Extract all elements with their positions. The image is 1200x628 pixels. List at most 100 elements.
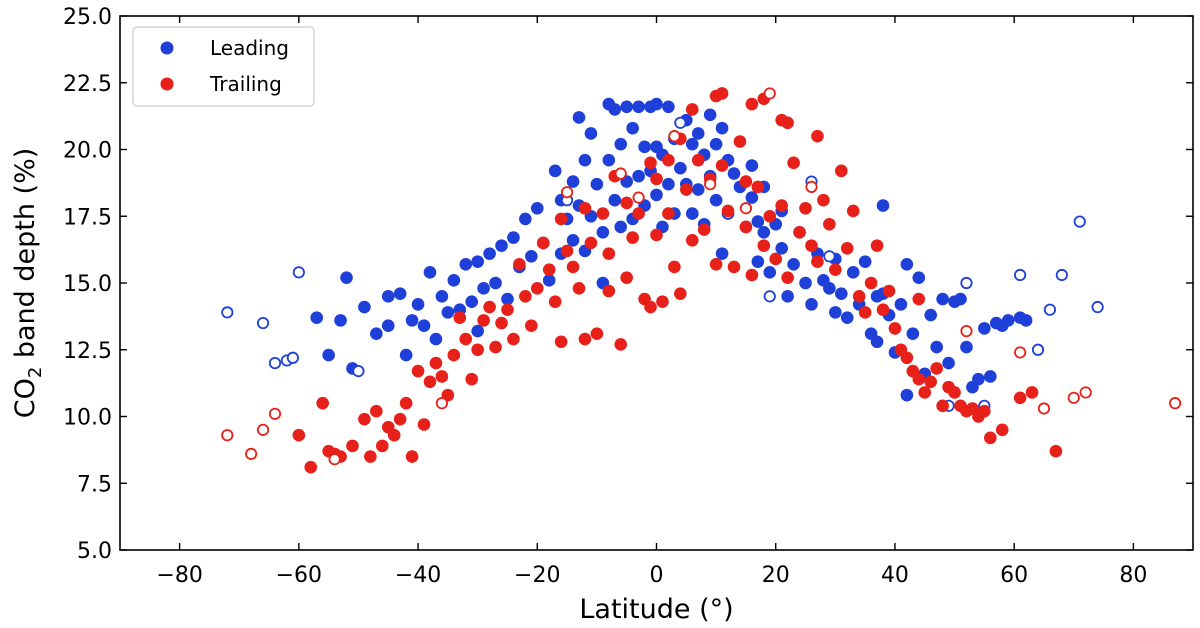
point-trailing-filled [829, 263, 842, 276]
point-trailing-filled [817, 193, 830, 207]
plot-points [221, 87, 1182, 474]
point-trailing-filled [542, 263, 556, 276]
point-trailing-filled [745, 97, 759, 111]
point-leading-filled [805, 298, 818, 311]
point-leading-filled [900, 388, 914, 402]
point-trailing-filled [566, 260, 580, 274]
point-trailing-open [805, 180, 818, 193]
point-leading-filled [519, 212, 532, 226]
y-tick-label: 7.5 [77, 472, 112, 497]
point-trailing-filled [978, 404, 991, 418]
point-trailing-filled [727, 260, 741, 274]
point-trailing-open [632, 191, 645, 204]
point-trailing-filled [650, 228, 663, 242]
point-trailing-filled [936, 399, 949, 413]
y-axis-label-rest: band depth (%) [10, 148, 41, 367]
point-trailing-filled [316, 396, 329, 410]
point-leading-filled [954, 292, 967, 306]
point-trailing-filled [870, 239, 884, 252]
point-trailing-open [1037, 402, 1051, 415]
point-leading-filled [751, 215, 765, 228]
point-trailing-filled [1013, 391, 1027, 405]
point-trailing-filled [823, 217, 836, 231]
point-trailing-filled [304, 460, 318, 474]
point-trailing-filled [572, 282, 586, 295]
point-leading-filled [763, 266, 777, 279]
point-trailing-filled [858, 306, 872, 319]
point-leading-filled [715, 121, 729, 135]
point-leading-filled [834, 287, 848, 300]
point-leading-open [1031, 343, 1045, 356]
legend-marker-leading [160, 41, 174, 55]
point-leading-filled [501, 292, 514, 306]
point-trailing-filled [370, 404, 383, 418]
point-leading-filled [459, 258, 473, 271]
point-leading-filled [340, 271, 353, 284]
point-trailing-filled [513, 258, 526, 271]
point-trailing-filled [781, 271, 794, 284]
point-leading-filled [638, 140, 651, 154]
point-trailing-filled [912, 372, 926, 386]
point-leading-filled [823, 282, 836, 295]
point-trailing-filled [709, 258, 723, 271]
point-trailing-filled [530, 282, 544, 295]
legend-marker-trailing [160, 77, 174, 91]
y-axis-label-subscript: 2 [25, 367, 46, 378]
point-leading-filled [876, 199, 890, 212]
point-leading-filled [584, 127, 598, 140]
point-trailing-open [245, 447, 258, 460]
point-trailing-filled [805, 239, 818, 252]
point-trailing-filled [924, 375, 938, 389]
point-trailing-filled [292, 428, 306, 442]
point-leading-filled [685, 137, 699, 151]
point-leading-filled [751, 255, 765, 268]
point-leading-filled [960, 340, 973, 354]
point-trailing-filled [620, 196, 633, 210]
point-trailing-filled [578, 332, 592, 346]
point-leading-open [1091, 300, 1104, 314]
x-tick-label: 20 [762, 563, 790, 588]
point-leading-filled [566, 233, 580, 247]
point-trailing-filled [918, 386, 932, 399]
point-trailing-filled [507, 332, 520, 346]
point-leading-filled [757, 225, 771, 239]
point-leading-filled [471, 255, 484, 268]
y-tick-label: 10.0 [63, 406, 112, 431]
point-trailing-filled [393, 412, 407, 426]
point-trailing-filled [346, 439, 359, 453]
point-leading-open [763, 290, 776, 303]
point-leading-filled [924, 308, 938, 322]
point-leading-filled [858, 255, 872, 268]
point-leading-open [1014, 268, 1027, 282]
x-tick-label: 80 [1119, 563, 1147, 588]
x-tick-label: −80 [156, 563, 202, 588]
point-leading-filled [715, 247, 729, 260]
point-leading-filled [596, 225, 610, 239]
point-leading-filled [978, 322, 991, 335]
point-trailing-open [614, 167, 627, 180]
point-leading-filled [900, 258, 914, 271]
point-trailing-filled [763, 209, 777, 223]
y-tick-label: 15.0 [63, 272, 112, 297]
point-trailing-filled [781, 116, 794, 130]
point-leading-filled [775, 241, 788, 255]
point-trailing-filled [477, 314, 490, 327]
point-trailing-filled [900, 351, 914, 365]
point-trailing-filled [548, 295, 562, 308]
point-trailing-filled [721, 204, 735, 218]
point-leading-filled [477, 282, 490, 295]
point-trailing-filled [405, 450, 419, 463]
y-tick-label: 22.5 [63, 72, 112, 97]
point-trailing-filled [715, 87, 729, 100]
point-trailing-filled [644, 156, 657, 170]
point-leading-open [1055, 268, 1068, 282]
point-trailing-open [668, 130, 681, 143]
point-trailing-filled [685, 233, 699, 247]
point-trailing-filled [495, 316, 508, 330]
point-leading-filled [650, 188, 663, 202]
point-trailing-filled [787, 156, 800, 170]
point-trailing-filled [864, 276, 878, 290]
point-trailing-filled [751, 180, 765, 194]
point-leading-filled [632, 169, 645, 183]
point-leading-filled [614, 137, 628, 151]
